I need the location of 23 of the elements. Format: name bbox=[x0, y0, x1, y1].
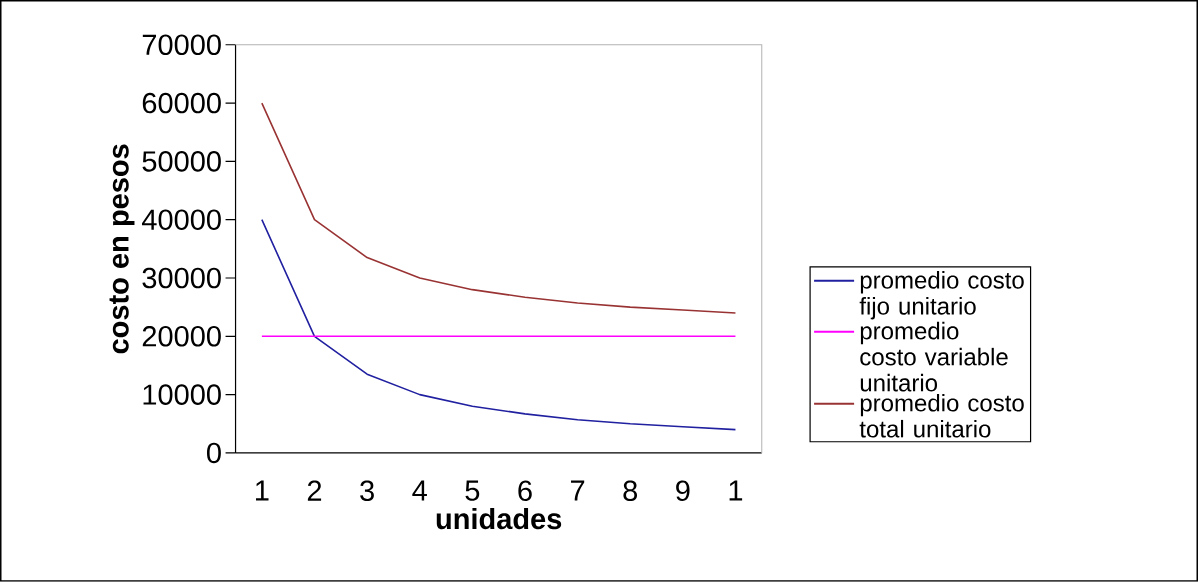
x-tick-label: 7 bbox=[571, 480, 585, 501]
x-tick-label: 4 bbox=[412, 480, 427, 501]
x-tick-label: 1 bbox=[729, 480, 743, 501]
x-tick-label: 3 bbox=[360, 480, 374, 502]
x-tick-label: 1 bbox=[256, 480, 269, 501]
x-tick-label: 9 bbox=[676, 480, 690, 502]
legend-label: promedio costo total unitario bbox=[859, 394, 1024, 438]
y-tick-label: 30000 bbox=[142, 267, 221, 289]
x-tick-label: 2 bbox=[307, 480, 322, 501]
y-axis-title: costo en pesos bbox=[109, 144, 135, 354]
y-tick-label: 10000 bbox=[143, 384, 221, 406]
y-tick-label: 50000 bbox=[142, 151, 221, 172]
x-axis-title: unidades bbox=[436, 508, 562, 530]
x-tick-label: 5 bbox=[465, 480, 480, 501]
y-tick-label: 40000 bbox=[142, 209, 221, 231]
x-tick-label: 8 bbox=[623, 480, 638, 502]
y-tick-label: 0 bbox=[207, 442, 221, 464]
y-tick-label: 20000 bbox=[142, 326, 221, 347]
line-series bbox=[261, 219, 737, 431]
y-tick-label: 60000 bbox=[142, 92, 221, 114]
line-series bbox=[261, 102, 737, 314]
y-tick-label: 70000 bbox=[142, 34, 221, 56]
x-tick-label: 6 bbox=[518, 480, 532, 502]
